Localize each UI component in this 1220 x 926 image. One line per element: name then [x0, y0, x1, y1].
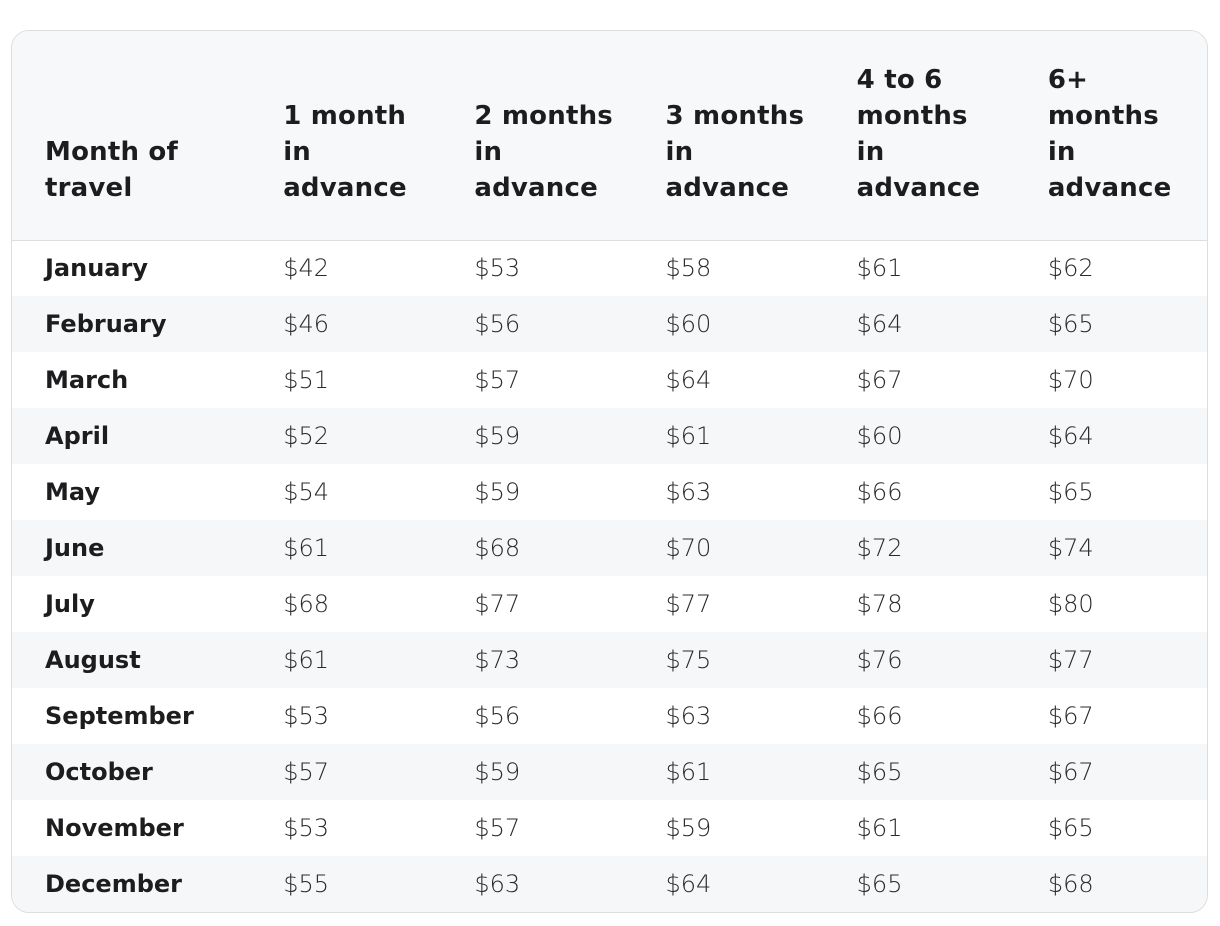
- price-cell: $62: [1047, 254, 1094, 283]
- table-row: October $57 $59 $61 $65 $67: [12, 744, 1207, 800]
- month-cell: October: [45, 758, 153, 786]
- price-cell: $57: [474, 814, 521, 842]
- price-cell: $46: [283, 310, 329, 338]
- month-cell: April: [45, 422, 110, 450]
- table-row: December $55 $63 $64 $65 $68: [12, 856, 1207, 912]
- price-cell: $61: [665, 758, 712, 786]
- price-cell: $66: [856, 478, 903, 506]
- price-cell: $58: [665, 254, 712, 283]
- price-cell: $53: [474, 254, 521, 283]
- header-6-plus-months: 6+ months in advance: [1047, 64, 1172, 203]
- price-cell: $60: [856, 422, 903, 450]
- price-cell: $66: [856, 702, 903, 730]
- month-cell: November: [45, 814, 184, 842]
- price-cell: $52: [283, 422, 329, 450]
- price-cell: $63: [665, 478, 712, 506]
- price-cell: $65: [1047, 310, 1094, 338]
- table-row: July $68 $77 $77 $78 $80: [12, 576, 1207, 632]
- price-cell: $64: [665, 366, 712, 394]
- price-cell: $56: [474, 310, 521, 338]
- price-cell: $67: [1047, 758, 1094, 786]
- price-cell: $57: [474, 366, 521, 394]
- price-cell: $77: [665, 590, 712, 618]
- price-cell: $65: [856, 870, 903, 898]
- price-cell: $59: [474, 422, 521, 450]
- header-3-months: 3 months in advance: [665, 100, 805, 203]
- price-cell: $51: [283, 366, 329, 394]
- header-2-months: 2 months in advance: [474, 100, 613, 203]
- price-cell: $72: [856, 534, 903, 562]
- price-cell: $76: [856, 646, 903, 674]
- month-cell: December: [45, 870, 183, 898]
- price-cell: $61: [856, 254, 903, 283]
- price-cell: $57: [283, 758, 329, 786]
- price-cell: $56: [474, 702, 521, 730]
- price-cell: $67: [856, 366, 903, 394]
- month-cell: September: [45, 702, 194, 730]
- table-row: May $54 $59 $63 $66 $65: [12, 464, 1207, 520]
- month-cell: June: [45, 534, 105, 562]
- price-cell: $74: [1047, 534, 1094, 562]
- price-cell: $59: [474, 478, 521, 506]
- table-body: January $42 $53 $58 $61 $62 February $46 $56 $60 $…: [12, 240, 1207, 912]
- price-cell: $59: [665, 814, 712, 842]
- table-row: September $53 $56 $63 $66 $67: [12, 688, 1207, 744]
- price-cell: $68: [1047, 870, 1094, 898]
- price-cell: $73: [474, 646, 521, 674]
- price-cell: $68: [474, 534, 521, 562]
- table-row: June $61 $68 $70 $72 $74: [12, 520, 1207, 576]
- table-row: January $42 $53 $58 $61 $62: [12, 240, 1207, 296]
- table-row: March $51 $57 $64 $67 $70: [12, 352, 1207, 408]
- table-row: February $46 $56 $60 $64 $65: [12, 296, 1207, 352]
- price-cell: $61: [856, 814, 903, 842]
- price-cell: $65: [856, 758, 903, 786]
- price-cell: $78: [856, 590, 903, 618]
- month-cell: March: [45, 366, 129, 394]
- price-cell: $63: [474, 870, 521, 898]
- price-cell: $75: [665, 646, 712, 674]
- price-cell: $65: [1047, 814, 1094, 842]
- price-cell: $54: [283, 478, 329, 506]
- price-cell: $64: [665, 870, 712, 898]
- price-cell: $77: [1047, 646, 1094, 674]
- price-cell: $67: [1047, 702, 1094, 730]
- price-cell: $64: [856, 310, 903, 338]
- price-cell: $61: [283, 534, 329, 562]
- price-cell: $53: [283, 814, 329, 842]
- price-cell: $80: [1047, 590, 1094, 618]
- price-cell: $61: [283, 646, 329, 674]
- price-cell: $55: [283, 870, 329, 898]
- header-month-of-travel: Month of travel: [45, 136, 179, 203]
- price-table-card: Month of travel 1 month in advance 2 mon…: [11, 30, 1208, 913]
- price-cell: $64: [1047, 422, 1094, 450]
- header-row: Month of travel 1 month in advance 2 mon…: [12, 31, 1207, 240]
- month-cell: February: [45, 310, 167, 338]
- month-cell: January: [45, 254, 148, 283]
- header-4-to-6-months: 4 to 6 months in advance: [856, 64, 981, 203]
- table-row: April $52 $59 $61 $60 $64: [12, 408, 1207, 464]
- price-cell: $60: [665, 310, 712, 338]
- price-cell: $53: [283, 702, 329, 730]
- price-cell: $61: [665, 422, 712, 450]
- price-cell: $65: [1047, 478, 1094, 506]
- month-cell: August: [45, 646, 141, 674]
- table-header: Month of travel 1 month in advance 2 mon…: [12, 31, 1207, 240]
- header-1-month: 1 month in advance: [283, 100, 407, 203]
- table-row: November $53 $57 $59 $61 $65: [12, 800, 1207, 856]
- price-table: Month of travel 1 month in advance 2 mon…: [12, 31, 1207, 912]
- price-cell: $68: [283, 590, 329, 618]
- month-cell: July: [45, 590, 95, 618]
- price-cell: $70: [1047, 366, 1094, 394]
- table-row: August $61 $73 $75 $76 $77: [12, 632, 1207, 688]
- price-cell: $59: [474, 758, 521, 786]
- price-cell: $70: [665, 534, 712, 562]
- price-cell: $77: [474, 590, 521, 618]
- price-cell: $42: [283, 254, 329, 283]
- price-cell: $63: [665, 702, 712, 730]
- month-cell: May: [45, 478, 100, 506]
